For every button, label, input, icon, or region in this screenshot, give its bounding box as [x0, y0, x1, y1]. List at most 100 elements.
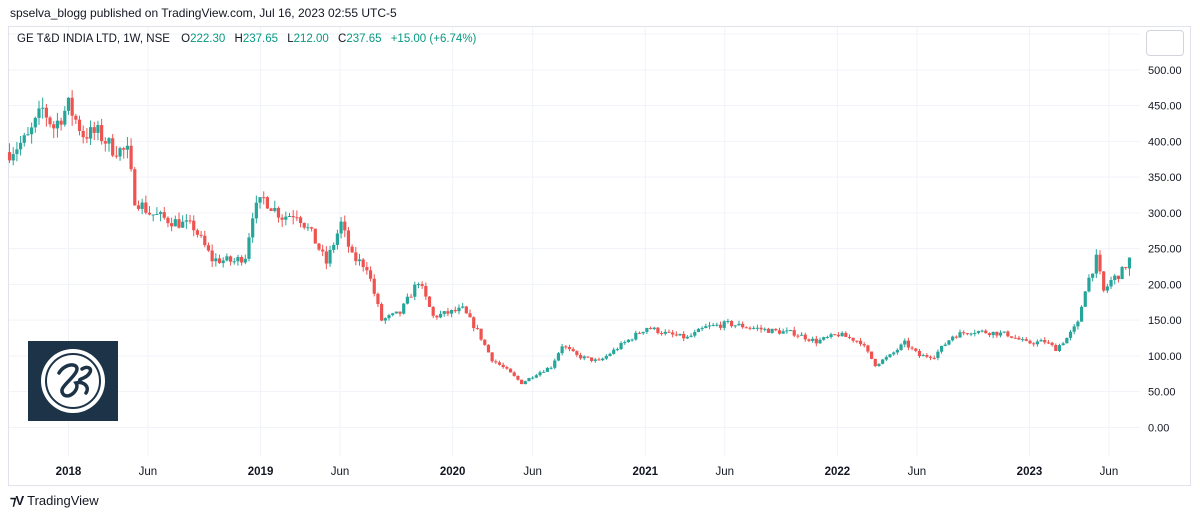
candle-up: [980, 330, 984, 332]
candle-down: [431, 306, 435, 316]
candle-down: [505, 367, 509, 369]
candle-down: [807, 339, 811, 341]
candle-down: [873, 358, 877, 367]
candle-up: [1002, 331, 1006, 333]
candle-down: [453, 309, 457, 312]
candle-down: [766, 328, 771, 333]
candle-up: [18, 142, 23, 150]
candle-up: [542, 371, 546, 373]
close-label: C: [338, 33, 347, 45]
candle-up: [763, 328, 767, 330]
candle-up: [700, 328, 704, 330]
symbol-label: GE T&D INDIA LTD, 1W, NSE: [17, 33, 170, 45]
candle-down: [302, 223, 306, 228]
candle-up: [527, 378, 531, 382]
candle-up: [254, 202, 258, 219]
candle-down: [836, 334, 841, 337]
candle-down: [346, 230, 351, 247]
x-tick-label: Jun: [523, 466, 542, 478]
candle-up: [438, 313, 443, 318]
candle-down: [862, 344, 866, 346]
candle-down: [350, 246, 354, 253]
candle-down: [147, 212, 152, 215]
candle-down: [114, 155, 118, 157]
candle-down: [265, 197, 270, 209]
candle-up: [22, 135, 26, 143]
candle-down: [464, 306, 468, 314]
candle-up: [158, 212, 163, 215]
candle-up: [1127, 257, 1132, 269]
candle-down: [814, 338, 818, 344]
price-axis: 0.00 50.00 100.00 150.00 200.00 250.00 300.00 3…: [1148, 29, 1182, 434]
chart-settings-button[interactable]: [1146, 30, 1184, 56]
candle-down: [7, 152, 12, 161]
candle-up: [251, 218, 255, 238]
candle-down: [324, 251, 328, 264]
candle-down: [729, 320, 734, 327]
y-tick-label: 350.00: [1148, 172, 1182, 184]
candle-up: [15, 149, 19, 155]
candle-down: [567, 347, 572, 350]
candle-up: [737, 323, 741, 326]
candle-down: [1032, 343, 1036, 345]
y-tick-label: 0.00: [1148, 422, 1169, 434]
candle-up: [1065, 337, 1069, 344]
candle-up: [825, 336, 829, 338]
x-tick-label: 2023: [1017, 466, 1043, 478]
candle-up: [405, 296, 410, 304]
x-tick-label: 2021: [632, 466, 658, 478]
candle-down: [365, 267, 369, 271]
candle-up: [66, 97, 71, 111]
candle-down: [361, 259, 365, 268]
candle-up: [273, 207, 277, 211]
candle-up: [1035, 341, 1039, 345]
candle-up: [652, 327, 656, 330]
candle-down: [516, 375, 520, 380]
candle-down: [368, 270, 373, 279]
ge-logo-icon: [28, 341, 118, 421]
tradingview-brand[interactable]: ⁊V TradingView: [10, 493, 99, 509]
candle-up: [1079, 306, 1084, 322]
candle-up: [895, 349, 899, 353]
candle-up: [442, 311, 446, 314]
candle-up: [549, 367, 553, 369]
candle-down: [446, 311, 450, 314]
candle-up: [840, 332, 844, 337]
candle-down: [317, 243, 321, 250]
candle-down: [917, 350, 922, 357]
candle-up: [556, 353, 561, 361]
candle-down: [398, 311, 402, 314]
candle-up: [755, 327, 759, 329]
candle-down: [564, 346, 568, 348]
candle-down: [586, 356, 590, 358]
candle-up: [693, 331, 697, 336]
candle-down: [177, 219, 181, 228]
candle-up: [707, 325, 712, 327]
candle-up: [1120, 267, 1124, 280]
candle-up: [284, 216, 288, 220]
candle-up: [221, 260, 225, 264]
candle-up: [998, 332, 1003, 336]
candle-down: [1006, 331, 1010, 337]
candle-down: [718, 324, 723, 328]
candle-up: [704, 326, 708, 329]
candle-down: [741, 323, 745, 328]
time-axis: 2018 Jun 2019 Jun 2020 Jun 2021 Jun 2022 Jun 2023 J…: [56, 466, 1119, 478]
y-tick-label: 150.00: [1148, 315, 1182, 327]
candle-up: [1068, 331, 1073, 338]
candle-down: [1043, 340, 1047, 343]
candle-up: [118, 148, 122, 157]
candles: [7, 90, 1132, 385]
y-tick-label: 250.00: [1148, 244, 1182, 256]
candle-down: [298, 217, 303, 224]
candle-up: [715, 324, 719, 326]
candle-down: [100, 125, 104, 142]
candle-up: [402, 303, 406, 314]
candle-up: [612, 349, 616, 354]
candle-up: [1076, 321, 1080, 327]
candle-down: [313, 228, 317, 244]
candle-up: [357, 259, 362, 262]
candle-up: [630, 339, 634, 341]
candle-down: [866, 345, 870, 352]
